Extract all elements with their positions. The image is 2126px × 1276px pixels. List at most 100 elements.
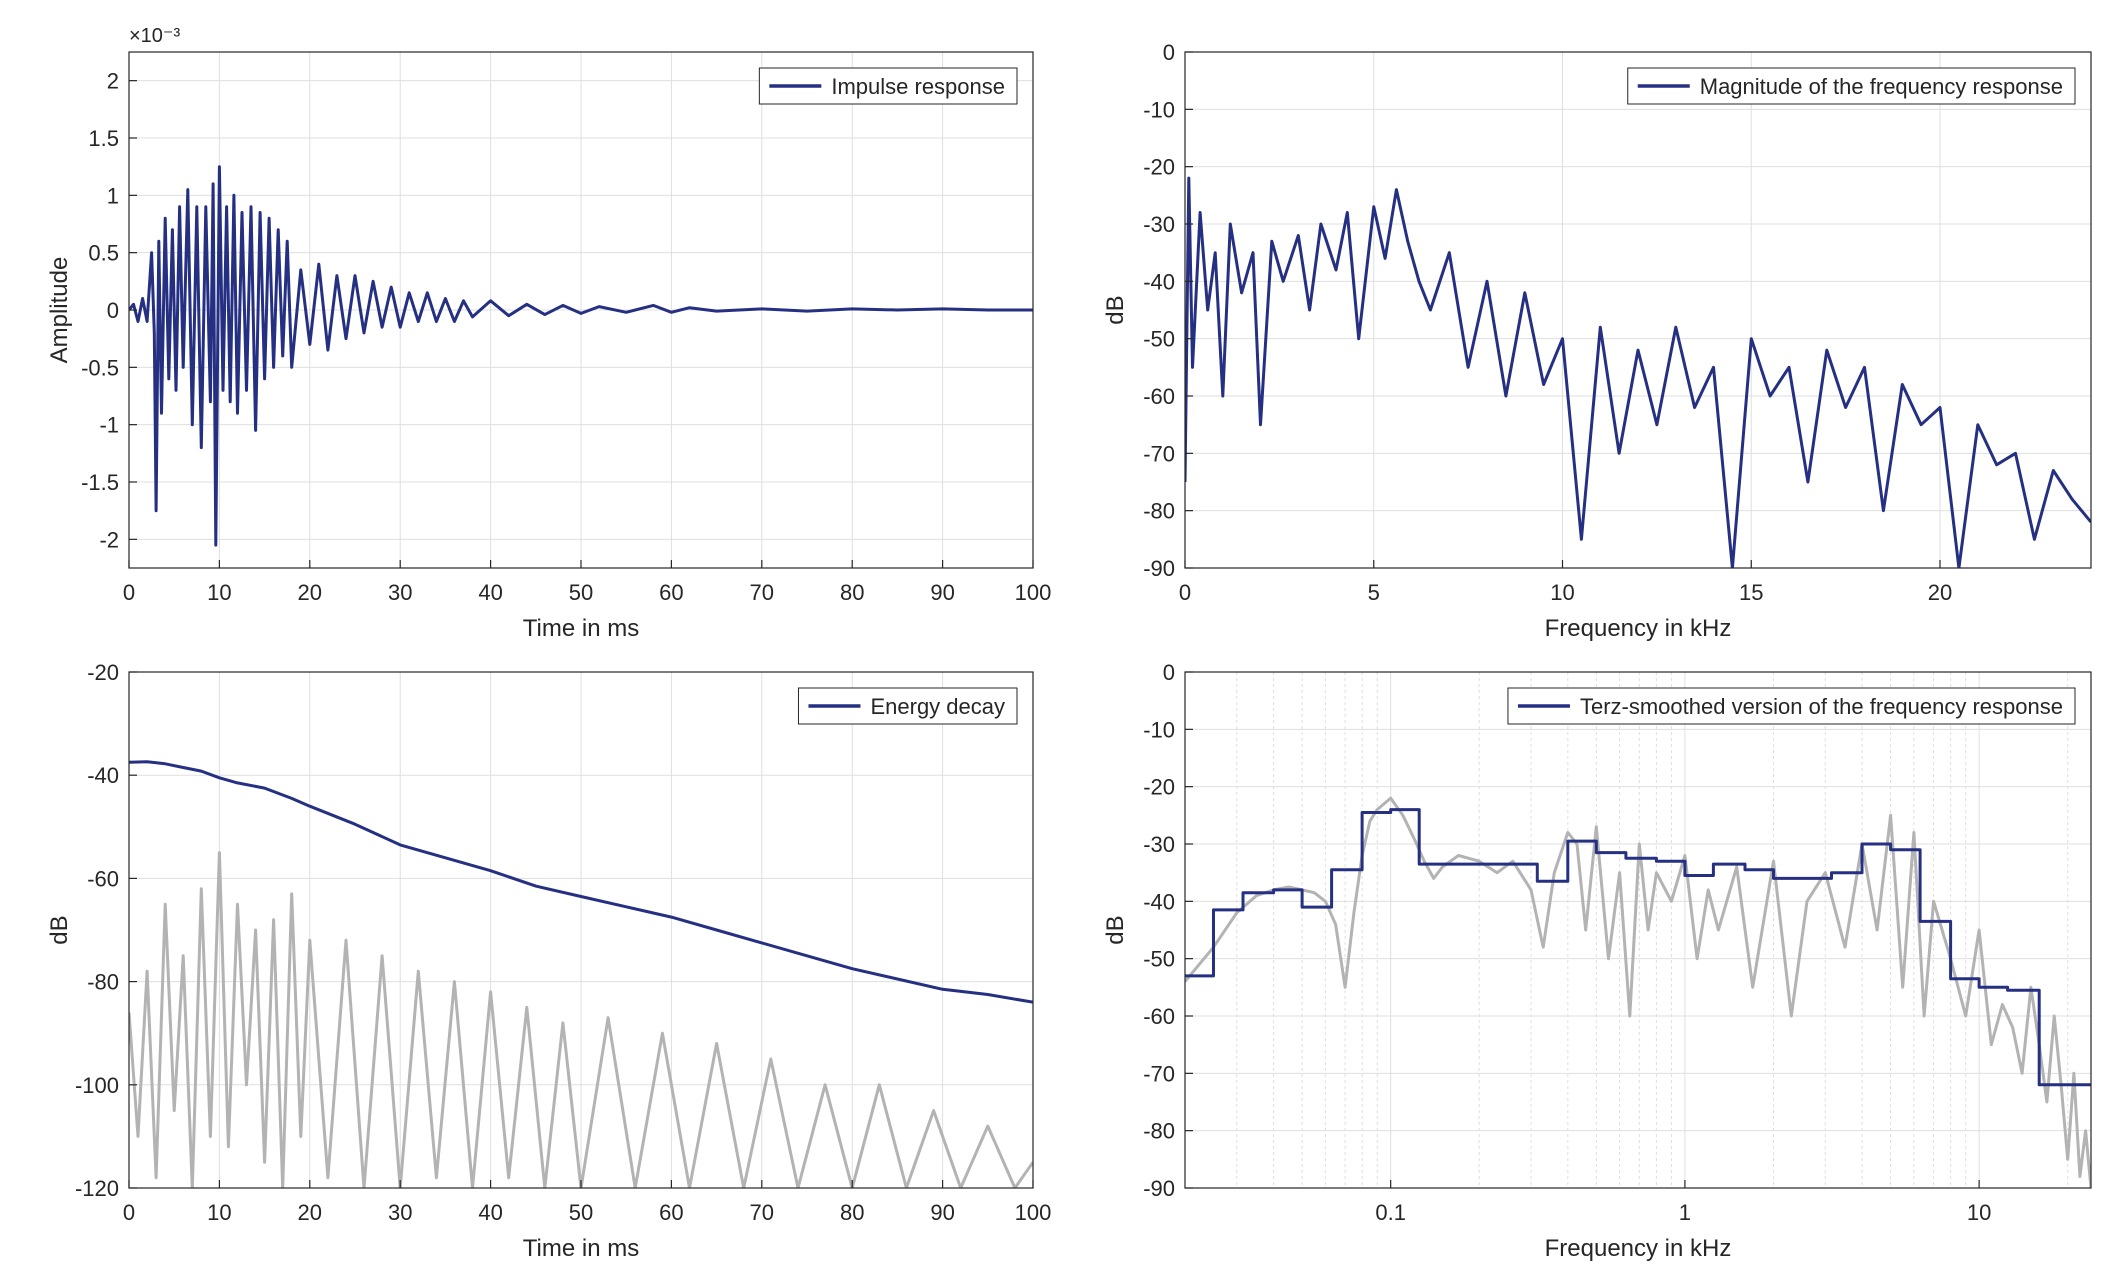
frequency-magnitude-chart: 0 5 10 15 20 0 -10 -20 -30 -40 -50 -60 -70 -80 -90 Freq… bbox=[1102, 40, 2092, 642]
x-tick-label: 100 bbox=[1015, 1200, 1052, 1225]
y-tick-label: -1.5 bbox=[81, 470, 119, 495]
ticks: 0 10 20 30 40 50 60 70 80 90 100 -2 -1.5 -1 -0.5 0 0.5 1 1… bbox=[81, 69, 1051, 605]
y-axis-label: dB bbox=[1102, 915, 1129, 944]
y-tick-label: -80 bbox=[1143, 1119, 1175, 1144]
terz-smoothed-chart: 0.1 1 10 0 -10 -20 -30 -40 -50 -60 -70 -80 -90 Freque… bbox=[1102, 660, 2092, 1262]
x-tick-label: 60 bbox=[659, 580, 683, 605]
x-tick-label: 50 bbox=[569, 580, 593, 605]
y-axis-label: dB bbox=[1102, 295, 1129, 324]
x-axis-label: Time in ms bbox=[523, 615, 639, 642]
y-tick-label: 1 bbox=[107, 183, 119, 208]
legend: Impulse response bbox=[758, 67, 1018, 105]
legend-box bbox=[1507, 687, 2076, 725]
x-axis-label: Time in ms bbox=[523, 1235, 639, 1262]
x-tick-label: 0 bbox=[1179, 580, 1191, 605]
legend-box bbox=[1627, 67, 2076, 105]
x-tick-label: 70 bbox=[750, 580, 774, 605]
x-tick-label: 0 bbox=[123, 1200, 135, 1225]
y-tick-label: 0.5 bbox=[88, 241, 119, 266]
x-tick-label: 0 bbox=[123, 580, 135, 605]
x-tick-label: 5 bbox=[1368, 580, 1380, 605]
x-tick-label: 30 bbox=[388, 1200, 412, 1225]
legend: Magnitude of the frequency response bbox=[1627, 67, 2076, 105]
y-tick-label: -30 bbox=[1143, 832, 1175, 857]
y-tick-label: -90 bbox=[1143, 556, 1175, 581]
background-series-line bbox=[129, 851, 1033, 1188]
x-tick-label: 60 bbox=[659, 1200, 683, 1225]
y-tick-label: -120 bbox=[75, 1176, 119, 1201]
y-tick-label: -20 bbox=[87, 660, 119, 685]
y-tick-label: -2 bbox=[99, 527, 119, 552]
legend: Energy decay bbox=[797, 687, 1018, 725]
y-tick-label: 0 bbox=[1163, 660, 1175, 685]
y-tick-label: -40 bbox=[87, 763, 119, 788]
x-tick-label: 40 bbox=[478, 580, 502, 605]
y-tick-label: -80 bbox=[1143, 499, 1175, 524]
y-tick-label: -10 bbox=[1143, 717, 1175, 742]
legend-label: Magnitude of the frequency response bbox=[1700, 74, 2063, 99]
series-line bbox=[129, 165, 1033, 547]
y-tick-label: -60 bbox=[1143, 384, 1175, 409]
legend-label: Energy decay bbox=[870, 694, 1005, 719]
y-axis-label: Amplitude bbox=[46, 257, 73, 364]
y-tick-label: -40 bbox=[1143, 889, 1175, 914]
y-tick-label: -70 bbox=[1143, 441, 1175, 466]
y-tick-label: 2 bbox=[107, 69, 119, 94]
y-tick-label: -90 bbox=[1143, 1176, 1175, 1201]
plot-area bbox=[1185, 52, 2091, 568]
x-tick-label: 100 bbox=[1015, 580, 1052, 605]
x-tick-label: 10 bbox=[1967, 1200, 1991, 1225]
y-tick-label: -80 bbox=[87, 970, 119, 995]
series-line bbox=[1185, 808, 2091, 1087]
x-tick-label: 90 bbox=[930, 580, 954, 605]
y-tick-label: -50 bbox=[1143, 947, 1175, 972]
impulse-response-chart: 0 10 20 30 40 50 60 70 80 90 100 -2 -1.5 -1 -0.5 0 0.5 1 1… bbox=[46, 25, 1051, 642]
legend: Terz-smoothed version of the frequency r… bbox=[1507, 687, 2076, 725]
x-axis-label: Frequency in kHz bbox=[1545, 615, 1732, 642]
y-tick-label: 0 bbox=[107, 298, 119, 323]
x-tick-label: 20 bbox=[1928, 580, 1952, 605]
y-tick-label: -0.5 bbox=[81, 355, 119, 380]
x-tick-label: 50 bbox=[569, 1200, 593, 1225]
x-tick-label: 70 bbox=[750, 1200, 774, 1225]
x-tick-label: 90 bbox=[930, 1200, 954, 1225]
y-tick-label: -100 bbox=[75, 1073, 119, 1098]
legend-label: Impulse response bbox=[831, 74, 1005, 99]
x-axis-label: Frequency in kHz bbox=[1545, 1235, 1732, 1262]
y-tick-label: -20 bbox=[1143, 775, 1175, 800]
grid bbox=[1184, 671, 2091, 1189]
y-tick-label: -60 bbox=[1143, 1004, 1175, 1029]
y-axis-label: dB bbox=[46, 915, 73, 944]
y-tick-label: -40 bbox=[1143, 269, 1175, 294]
plot-area bbox=[1185, 672, 2091, 1188]
x-tick-label: 80 bbox=[840, 580, 864, 605]
x-tick-label: 10 bbox=[207, 580, 231, 605]
x-tick-label: 1 bbox=[1679, 1200, 1691, 1225]
y-tick-label: -20 bbox=[1143, 155, 1175, 180]
y-tick-label: -70 bbox=[1143, 1061, 1175, 1086]
axes-box bbox=[1184, 51, 2092, 569]
ticks: 0 10 20 30 40 50 60 70 80 90 100 -20 -40 -60 -80 -100 -1… bbox=[75, 660, 1051, 1225]
y-tick-label: -60 bbox=[87, 866, 119, 891]
x-tick-label: 10 bbox=[1550, 580, 1574, 605]
axes-box bbox=[1184, 671, 2092, 1189]
y-tick-label: -1 bbox=[99, 413, 119, 438]
x-tick-label: 20 bbox=[298, 1200, 322, 1225]
ticks: 0.1 1 10 0 -10 -20 -30 -40 -50 -60 -70 -80 -90 bbox=[1143, 660, 1991, 1225]
energy-decay-chart: 0 10 20 30 40 50 60 70 80 90 100 -20 -40 -60 -80 -100 -1… bbox=[46, 660, 1051, 1262]
y-tick-label: -30 bbox=[1143, 212, 1175, 237]
x-tick-label: 40 bbox=[478, 1200, 502, 1225]
y-tick-label: 0 bbox=[1163, 40, 1175, 65]
axis-exponent-label: ×10⁻³ bbox=[129, 25, 180, 47]
x-tick-label: 20 bbox=[298, 580, 322, 605]
x-tick-label: 30 bbox=[388, 580, 412, 605]
y-tick-label: -50 bbox=[1143, 327, 1175, 352]
y-tick-label: -10 bbox=[1143, 97, 1175, 122]
x-tick-label: 10 bbox=[207, 1200, 231, 1225]
series-line bbox=[129, 760, 1033, 1004]
ticks: 0 5 10 15 20 0 -10 -20 -30 -40 -50 -60 -70 -80 -90 bbox=[1143, 40, 1952, 605]
series-line bbox=[1185, 176, 2091, 568]
x-tick-label: 0.1 bbox=[1375, 1200, 1406, 1225]
legend-label: Terz-smoothed version of the frequency r… bbox=[1580, 694, 2063, 719]
